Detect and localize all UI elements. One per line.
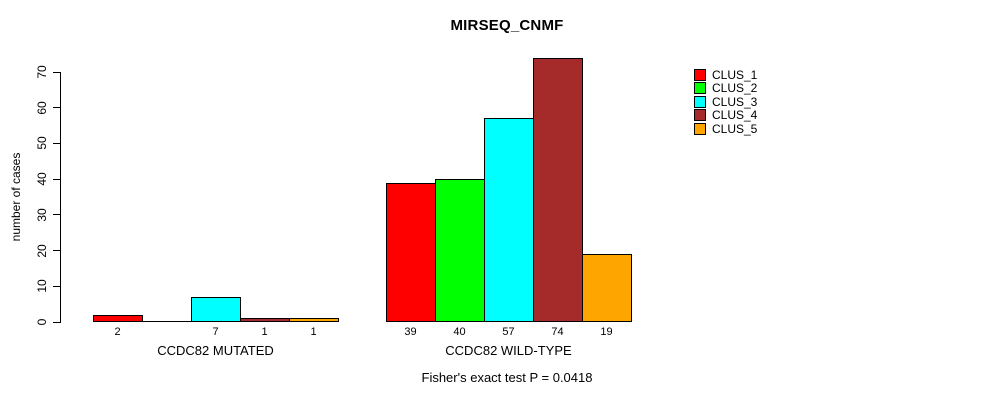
- y-tick-label: 10: [35, 279, 49, 293]
- legend-swatch-clus_5: [694, 122, 706, 135]
- chart-title: MIRSEQ_CNMF: [450, 17, 564, 34]
- bar-value-label: 1: [261, 326, 268, 338]
- y-axis-line: [60, 72, 61, 323]
- legend-label: CLUS_3: [712, 94, 758, 109]
- legend-item: CLUS_4: [694, 108, 758, 122]
- legend-item: CLUS_1: [694, 67, 758, 82]
- bar-clus_1: [386, 182, 436, 322]
- y-tick-label: 20: [35, 243, 49, 258]
- legend-item: CLUS_2: [694, 81, 758, 95]
- bar-value-label: 19: [600, 326, 613, 338]
- y-tick-mark: [53, 71, 60, 73]
- y-tick-label: 0: [35, 318, 49, 326]
- y-tick-mark: [53, 214, 60, 216]
- y-tick-mark: [53, 321, 60, 323]
- y-tick-mark: [53, 178, 60, 180]
- bar-value-label: 2: [114, 326, 121, 338]
- y-tick-label: 40: [35, 172, 49, 186]
- legend-label: CLUS_1: [712, 67, 758, 82]
- bar-clus_4: [533, 57, 583, 322]
- bar-value-label: 40: [453, 326, 466, 338]
- group-baseline: [93, 321, 339, 322]
- legend-label: CLUS_4: [712, 108, 758, 122]
- bar-clus_1: [93, 314, 143, 322]
- bar-value-label: 57: [502, 326, 515, 338]
- y-tick-mark: [53, 107, 60, 109]
- bar-clus_3: [191, 297, 241, 322]
- bar-clus_2: [435, 179, 485, 322]
- legend-swatch-clus_2: [694, 82, 706, 94]
- y-tick-label: 70: [35, 65, 49, 79]
- bar-value-label: 7: [212, 326, 219, 338]
- bar-value-label: 74: [551, 326, 564, 338]
- bar-value-label: 1: [310, 326, 317, 338]
- legend-swatch-clus_4: [694, 109, 706, 121]
- y-tick-label: 50: [35, 136, 49, 151]
- fisher-test-annotation: Fisher's exact test P = 0.0418: [421, 370, 593, 385]
- y-tick-label: 30: [35, 208, 49, 222]
- group-baseline: [386, 321, 632, 322]
- y-tick-mark: [53, 142, 60, 144]
- legend-label: CLUS_5: [712, 121, 758, 136]
- legend-item: CLUS_3: [694, 94, 758, 109]
- y-tick-label: 60: [35, 101, 49, 115]
- legend-label: CLUS_2: [712, 81, 758, 95]
- legend-swatch-clus_1: [694, 68, 706, 81]
- legend-swatch-clus_3: [694, 95, 706, 108]
- group-label: CCDC82 WILD-TYPE: [445, 343, 572, 358]
- bar-value-label: 39: [404, 326, 417, 338]
- legend-item: CLUS_5: [694, 121, 758, 136]
- y-tick-mark: [53, 285, 60, 287]
- y-axis-label: number of cases: [9, 152, 23, 242]
- bar-clus_5: [582, 254, 632, 322]
- bar-clus_5: [289, 318, 339, 322]
- y-tick-mark: [53, 250, 60, 252]
- group-label: CCDC82 MUTATED: [157, 343, 274, 358]
- bar-clus_3: [484, 118, 534, 322]
- bar-clus_4: [240, 318, 290, 322]
